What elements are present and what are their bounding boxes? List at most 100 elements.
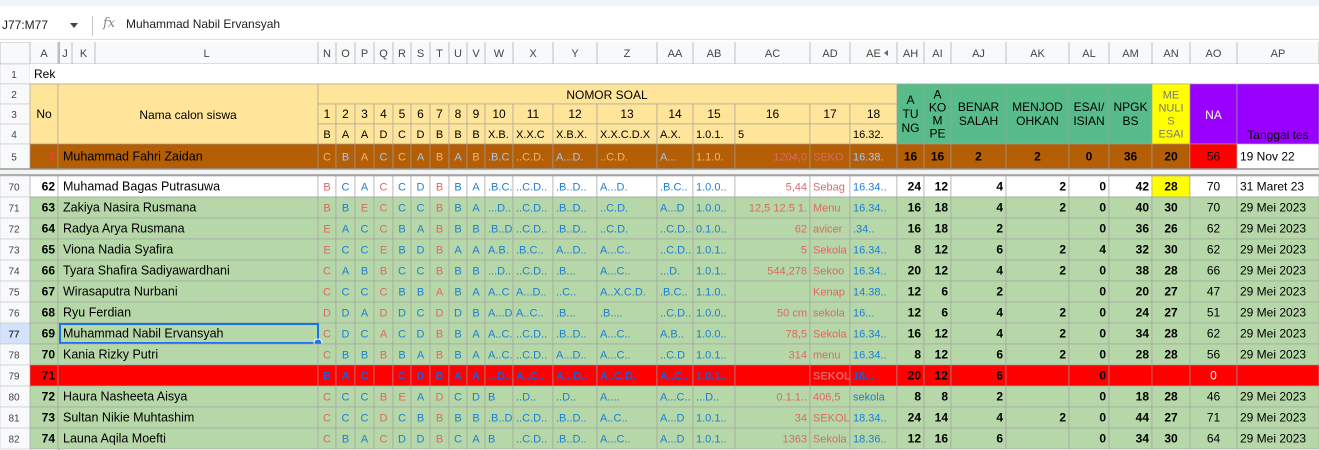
score-am: 44 [1136,411,1150,425]
cell-ak[interactable] [1005,385,1070,408]
column-header-p[interactable]: P [361,48,368,60]
cell-al[interactable] [1068,143,1110,170]
column-header-j[interactable]: J [62,48,68,60]
column-header-a[interactable]: A [40,48,48,60]
column-header-x[interactable]: X [529,48,537,60]
column-header-ac[interactable]: AC [765,48,780,60]
cell-ac[interactable] [734,123,811,145]
row-number: 5 [11,153,17,164]
cell-ak[interactable] [1005,143,1070,170]
header-label-ak: MENJOD [1012,100,1063,114]
column-header-w[interactable]: W [494,48,505,60]
cell-ai[interactable] [923,143,952,170]
answer-cell: ..C.D. [516,152,544,164]
column-header-ad[interactable]: AD [822,48,837,60]
column-header-ao[interactable]: AO [1206,48,1222,60]
cell-ao[interactable] [1189,143,1238,170]
student-name-cell[interactable] [57,364,319,387]
cell-ap[interactable] [1236,364,1319,387]
column-header-aj[interactable]: AJ [972,48,985,60]
formula-input[interactable]: Muhammad Nabil Ervansyah [126,17,281,31]
column-header-z[interactable]: Z [624,48,631,60]
cell-aj[interactable] [950,143,1007,170]
header-na-label: NA [1205,108,1222,122]
header-cell-ap [1236,83,1319,145]
cell-ak[interactable] [1005,427,1070,450]
answer-cell: ...D.. [696,392,719,404]
answer-cell: C [398,329,406,341]
answer-cell: C [417,203,425,215]
answer-cell: C [361,287,369,299]
student-name: Haura Nasheeta Aisya [63,390,187,404]
answer-cell: D [417,371,425,383]
cell-ac[interactable] [734,238,811,261]
test-date: 29 Mei 2023 [1240,222,1306,236]
column-header-u[interactable]: U [454,48,462,60]
cell-ah[interactable] [896,143,925,170]
column-header-an[interactable]: AN [1163,48,1178,60]
column-header-y[interactable]: Y [571,48,579,60]
column-header-v[interactable]: V [472,48,480,60]
column-header-ak[interactable]: AK [1030,48,1045,60]
cell-am[interactable] [1108,364,1153,387]
answer-cell: 1.0.0.. [696,308,727,320]
column-header-al[interactable]: AL [1082,48,1095,60]
answer-cell: C [342,413,350,425]
column-header-n[interactable]: N [323,48,331,60]
cell-ae[interactable] [849,143,898,170]
cell-w[interactable] [484,143,514,170]
answer-cell: ..C.D.. [516,182,547,194]
cell-an[interactable] [1151,364,1191,387]
column-header-r[interactable]: R [398,48,406,60]
column-header-l[interactable]: L [203,48,209,60]
column-header-q[interactable]: Q [379,48,388,60]
column-header-o[interactable]: O [341,48,350,60]
chevron-down-icon[interactable] [70,22,78,28]
column-header-am[interactable]: AM [1122,48,1139,60]
cell-aa[interactable] [656,143,694,170]
answer-cell: B [488,392,495,404]
column-header-ai[interactable]: AI [932,48,942,60]
name-box[interactable]: J77:M77 [0,14,90,36]
cell-ac[interactable] [734,280,811,303]
student-name-cell[interactable] [57,143,319,170]
selection-border[interactable] [59,323,319,344]
cell-ak[interactable] [1005,280,1070,303]
column-header-s[interactable]: S [417,48,424,60]
column-header-aa[interactable]: AA [668,48,683,60]
answer-cell: E [398,392,405,404]
cell-ap[interactable] [1236,427,1319,450]
cell-y[interactable] [552,143,598,170]
cell-ac[interactable] [734,143,811,170]
cell-x[interactable] [512,143,554,170]
header-cell-al [1068,83,1110,145]
answer-cell: C [380,152,388,164]
cell-ad[interactable] [809,123,851,145]
cell-ak[interactable] [1005,217,1070,240]
question-number: 17 [823,107,837,121]
answer-cell: .B.C.. [660,287,688,299]
cell-am[interactable] [1108,143,1153,170]
column-header-ah[interactable]: AH [903,48,918,60]
cell-ak[interactable] [1005,364,1070,387]
column-header-ae[interactable]: AE [866,48,881,60]
score-an: 27 [1164,411,1178,425]
select-all-corner[interactable] [0,42,31,65]
cell-q[interactable] [373,364,394,387]
score-ah: 16 [908,222,922,236]
column-header-k[interactable]: K [80,48,88,60]
collapse-arrow-icon[interactable] [884,50,888,56]
spreadsheet-grid[interactable]: A J K L N O P Q R S T U V W X Y Z AA AB AC AD AE AH AI AJ AK AL AM A… [0,42,1319,450]
cell-ap[interactable] [1236,143,1319,170]
cell-ab[interactable] [692,143,736,170]
column-header-ap[interactable]: AP [1271,48,1286,60]
answer-cell: A [342,224,350,236]
score-ak: 2 [1059,327,1066,341]
column-header-ab[interactable]: AB [707,48,722,60]
name-box-value[interactable]: J77:M77 [2,18,49,32]
column-header-t[interactable]: T [436,48,443,60]
cell-ac[interactable] [734,364,811,387]
answer-cell: A..C. [488,350,512,362]
answer-key: D [417,129,425,141]
answer-cell: A.... [600,392,620,404]
